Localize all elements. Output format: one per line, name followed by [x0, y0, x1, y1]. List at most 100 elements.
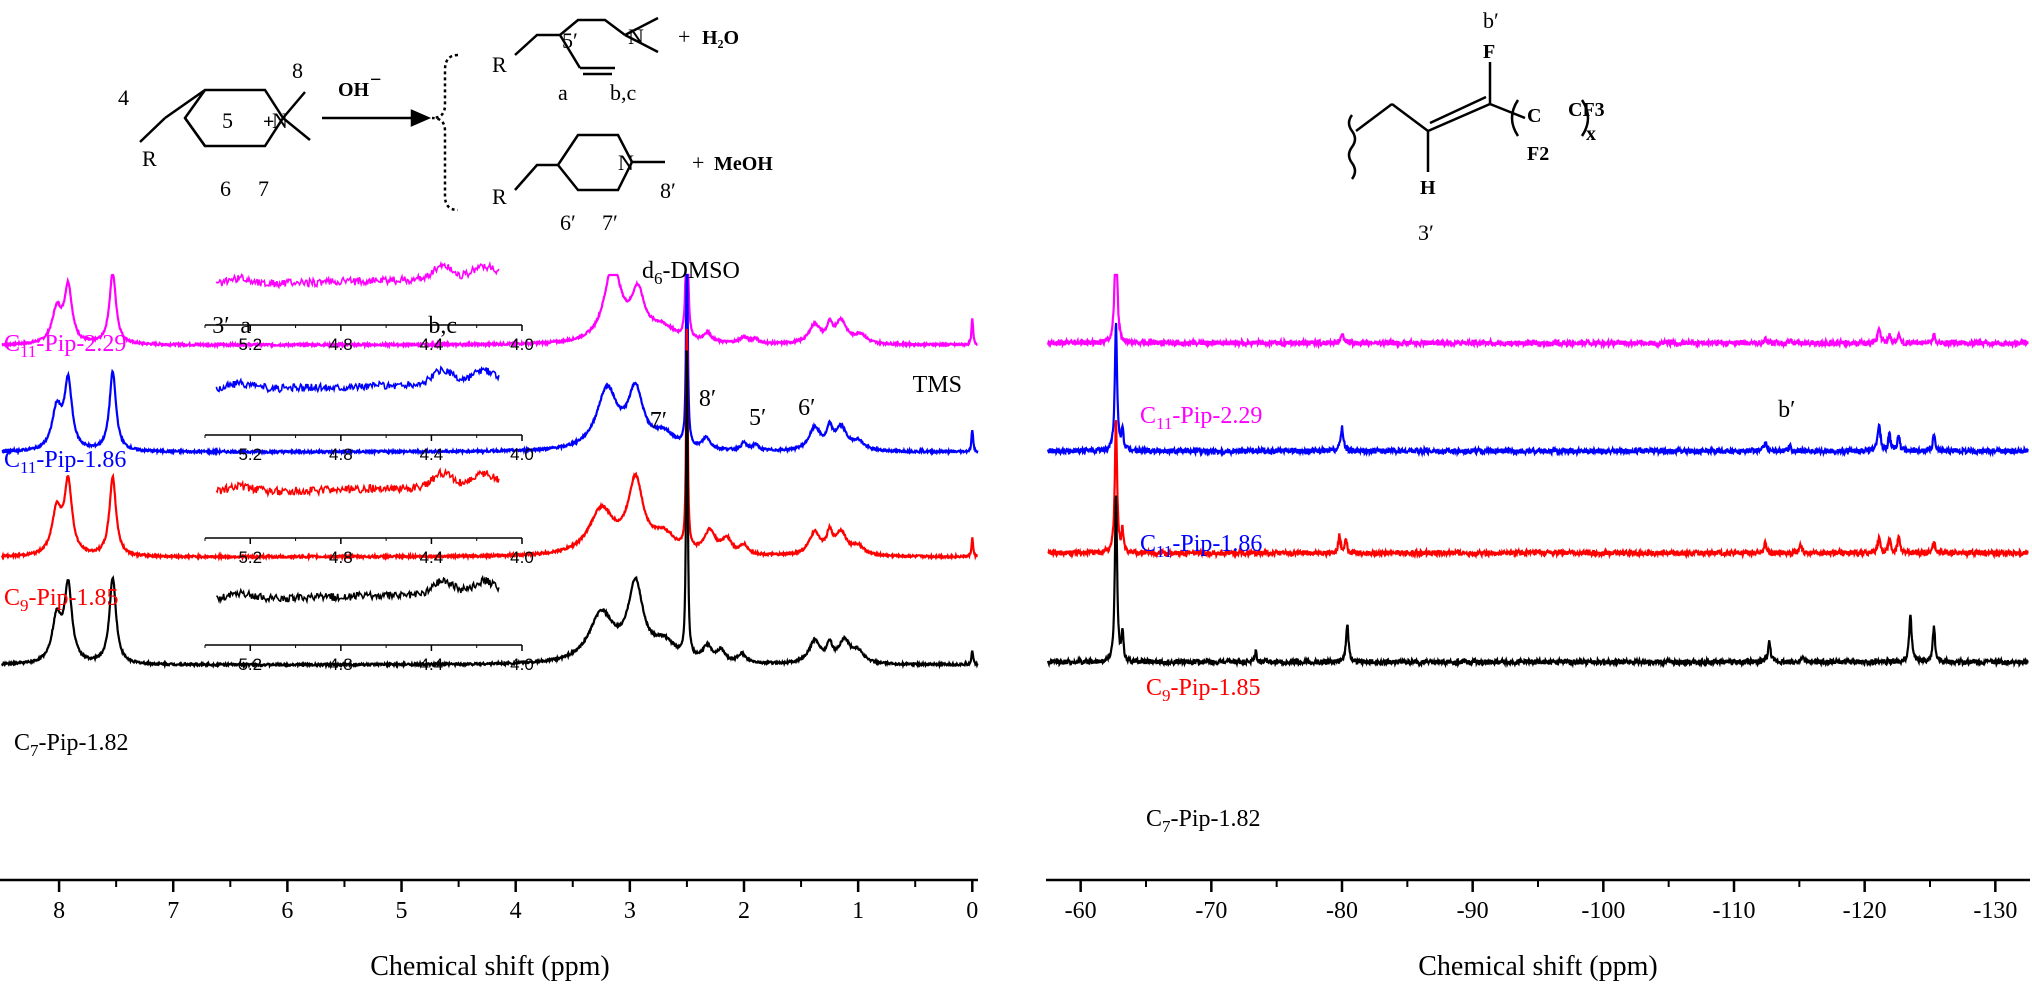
right-panel: -60 -70 -80 -90 -100 -110 -120 -130 C11-Pip-2.2… — [1046, 273, 2030, 982]
inset-annotation: a — [240, 313, 251, 339]
right-tick-group: -60 -70 -80 -90 -100 -110 -120 -130 — [1065, 880, 2017, 924]
peak-annotation: b′ — [1778, 397, 1795, 423]
inset-tick-label: 4.0 — [510, 335, 534, 354]
left-series-label-4: C7-Pip-1.82 — [14, 730, 129, 760]
label-7prime: 7′ — [602, 210, 618, 235]
label-5prime: 5′ — [562, 28, 578, 53]
right-series-labels: C11-Pip-2.29 C11-Pip-1.86 C9-Pip-1.85 C7-Pi… — [1140, 403, 1262, 836]
inset-tick-label: 4.0 — [510, 445, 534, 464]
inset-tick-label: 4.4 — [420, 445, 444, 464]
inset-tick-label: 4.4 — [420, 335, 444, 354]
right-tick-label: -100 — [1581, 898, 1625, 924]
left-series-labels: C11-Pip-2.29 C11-Pip-1.86 C9-Pip-1.85 C7-Pi… — [4, 331, 129, 760]
left-tick-label: 0 — [966, 898, 978, 924]
peak-annotation: 6′ — [798, 395, 815, 421]
peak-annotation: 5′ — [749, 405, 766, 431]
left-tick-label: 5 — [396, 898, 408, 924]
right-tick-label: -60 — [1065, 898, 1097, 924]
peak-annotation: TMS — [913, 372, 962, 398]
cf2-carbon-label: C — [1527, 105, 1541, 127]
inset-trace-3 — [215, 467, 500, 498]
scheme-labels: 4 5 6 7 8 R + N OH − 5′ a b,c N + H₂O R … — [118, 24, 773, 235]
inset-tick-label: 4.8 — [329, 335, 353, 354]
left-spectra-group — [0, 273, 979, 670]
right-tick-label: -130 — [1973, 898, 2017, 924]
label-bc: b,c — [610, 80, 637, 105]
left-spectrum-1 — [1, 273, 978, 350]
inset-tick-label: 4.4 — [420, 548, 444, 567]
product2-plus: + — [692, 150, 704, 175]
label-8prime: 8′ — [660, 178, 676, 203]
product1-r-label: R — [492, 52, 507, 77]
right-series-label-4: C7-Pip-1.82 — [1146, 806, 1261, 836]
left-insets-group: 5.2 4.8 4.4 4.0 5.2 4.8 4.4 4.0 5.2 4.8 4.4 4.0 5.2 4… — [204, 260, 534, 674]
left-tick-label: 8 — [53, 898, 65, 924]
fluoro-alkene-structure — [1347, 62, 1590, 180]
peak-annotation: 7′ — [650, 408, 667, 434]
right-peak-annotations: b′ — [1778, 397, 1795, 423]
structure2-labels: b′ F H 3′ CF3 C F2 x — [1418, 8, 1605, 245]
right-tick-label: -70 — [1195, 898, 1227, 924]
cation-plus: + — [263, 111, 274, 133]
left-series-label-2: C11-Pip-1.86 — [4, 447, 126, 477]
hydrogen-label: H — [1420, 177, 1436, 199]
left-tick-label: 7 — [167, 898, 179, 924]
inset-tick-label: 5.2 — [238, 548, 262, 567]
inset-trace-2 — [215, 365, 500, 394]
right-tick-label: -90 — [1457, 898, 1489, 924]
inset-tick-label: 4.0 — [510, 655, 534, 674]
left-x-axis-label: Chemical shift (ppm) — [370, 951, 610, 982]
carbon-5-label: 5 — [222, 108, 233, 133]
label-6prime: 6′ — [560, 210, 576, 235]
left-tick-label: 3 — [624, 898, 636, 924]
inset-tick-label: 5.2 — [238, 655, 262, 674]
right-x-axis-label: Chemical shift (ppm) — [1418, 951, 1658, 982]
cf3-label: CF3 — [1568, 99, 1605, 121]
right-series-label-3: C9-Pip-1.85 — [1146, 675, 1261, 705]
label-a: a — [558, 80, 568, 105]
fluorine-label: F — [1483, 41, 1495, 63]
product1-nitrogen: N — [628, 24, 644, 49]
inset-annotation: b,c — [428, 313, 457, 339]
hydroxide-label: OH — [338, 79, 370, 101]
peak-annotation: d6-DMSO — [642, 258, 740, 288]
nitrogen-label: N — [272, 108, 288, 133]
left-tick-label: 6 — [281, 898, 293, 924]
product2-r-label: R — [492, 184, 507, 209]
inset-trace-4 — [216, 574, 500, 605]
left-peak-annotations: d6-DMSO TMS 7′ 8′ 5′ 6′ — [642, 258, 962, 434]
left-spectrum-3 — [0, 328, 979, 562]
right-tick-label: -110 — [1712, 898, 1755, 924]
right-tick-label: -120 — [1843, 898, 1887, 924]
inset-tick-label: 5.2 — [238, 445, 262, 464]
right-spectra-group — [1046, 273, 2029, 669]
right-series-label-2: C11-Pip-1.86 — [1140, 531, 1262, 561]
product1-plus: + — [678, 24, 690, 49]
cf2-fluorine-label: F2 — [1527, 143, 1549, 165]
inset-tick-label: 4.8 — [329, 548, 353, 567]
inset-annotation: 3′ — [212, 313, 229, 339]
carbon-6-label: 6 — [220, 176, 231, 201]
right-spectrum-1 — [1046, 273, 2029, 350]
label-3prime: 3′ — [1418, 220, 1434, 245]
left-spectrum-4 — [0, 350, 979, 670]
r-group-label: R — [142, 146, 157, 171]
left-tick-group: 8 7 6 5 4 3 2 1 0 — [53, 880, 978, 924]
reaction-scheme — [139, 16, 665, 212]
right-spectrum-4 — [1046, 495, 2029, 669]
inset-tick-label: 4.8 — [329, 445, 353, 464]
left-spectrum-2 — [1, 273, 979, 457]
inset-trace-1 — [215, 260, 500, 290]
carbon-7-label: 7 — [258, 176, 269, 201]
label-bprime: b′ — [1483, 8, 1499, 33]
left-series-label-3: C9-Pip-1.85 — [4, 585, 119, 615]
left-tick-label: 2 — [738, 898, 750, 924]
right-spectrum-3 — [1047, 419, 2029, 560]
methanol-label: MeOH — [714, 153, 773, 175]
right-series-label-1: C11-Pip-2.29 — [1140, 403, 1262, 433]
left-panel: 8 7 6 5 4 3 2 1 0 5.2 4.8 4.4 4.0 5.2 4.8 4.4 4.0 5.2 4.8… — [0, 258, 979, 982]
left-tick-label: 1 — [852, 898, 864, 924]
carbon-4-label: 4 — [118, 85, 129, 110]
product2-nitrogen: N — [618, 150, 634, 175]
